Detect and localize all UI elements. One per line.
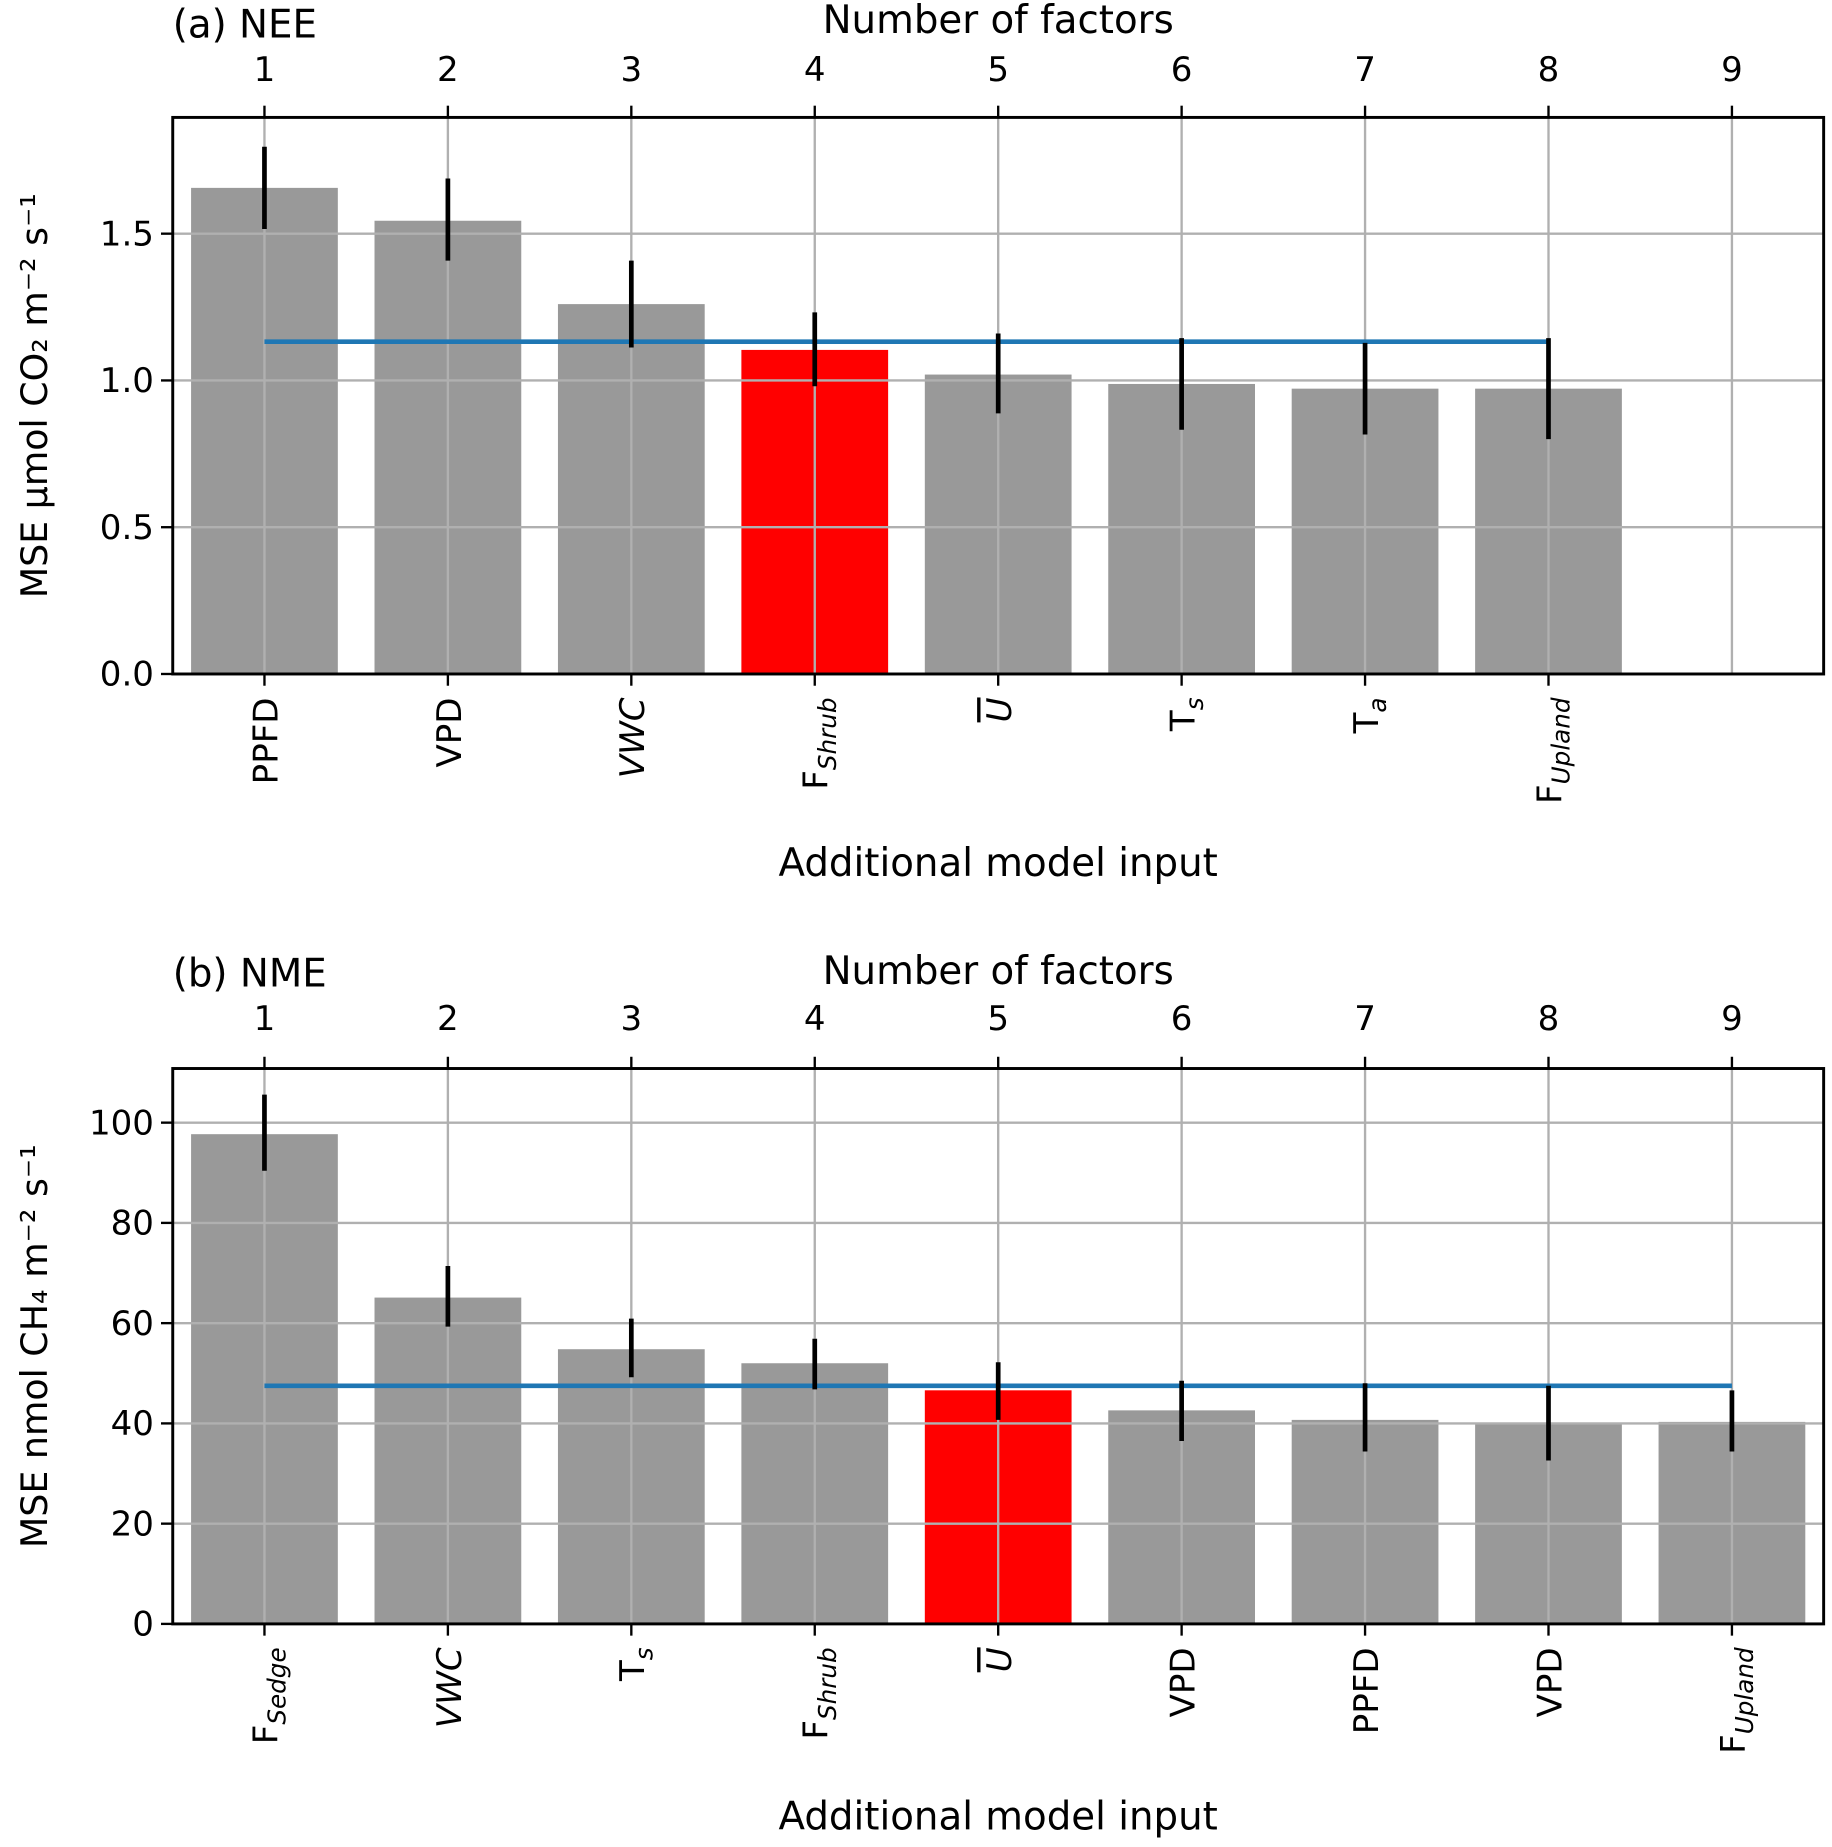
top-tick-label: 9 — [1721, 50, 1743, 90]
x-tick-label-subscript: Shrub — [813, 697, 842, 770]
x-tick-label-main: U — [980, 1647, 1020, 1672]
top-tick-label: 4 — [804, 50, 826, 90]
y-tick-label: 0 — [132, 1605, 154, 1645]
top-tick-label: 2 — [437, 50, 459, 90]
x-tick-label: FShrub — [797, 697, 842, 789]
x-tick-label-main: VPD — [1164, 1647, 1204, 1717]
x-tick-label-main: PPFD — [246, 697, 286, 784]
y-axis-label: MSE μmol CO₂ m⁻² s⁻¹ — [13, 193, 56, 598]
y-tick-label: 40 — [111, 1404, 154, 1444]
x-tick-label-subscript: s — [1180, 697, 1209, 710]
x-tick-label-main: T — [1164, 710, 1204, 732]
x-tick-label-main: PPFD — [1347, 1647, 1387, 1734]
y-tick-label: 1.5 — [100, 214, 154, 254]
x-tick-label: PPFD — [246, 697, 286, 784]
x-tick-label-subscript: Shrub — [813, 1647, 842, 1720]
y-tick-label: 0.5 — [100, 508, 154, 548]
x-tick-label: VWC — [430, 1647, 470, 1728]
y-tick-label: 60 — [111, 1304, 154, 1344]
x-tick-label: VPD — [430, 697, 470, 767]
x-tick-label: Ts — [1164, 697, 1209, 732]
y-tick-label: 20 — [111, 1504, 154, 1544]
y-tick-label: 1.0 — [100, 361, 154, 401]
x-tick-label-main: T — [613, 1660, 653, 1682]
x-tick-label-subscript: Sedge — [263, 1647, 292, 1724]
x-tick-label-subscript: Upland — [1730, 1647, 1759, 1734]
x-tick-label: U — [980, 697, 1020, 722]
top-tick-label: 2 — [437, 999, 459, 1039]
top-tick-label: 9 — [1721, 999, 1743, 1039]
x-tick-label-main: T — [1347, 712, 1387, 734]
top-axis-label: Number of factors — [823, 0, 1174, 43]
x-tick-label-main: VWC — [613, 697, 653, 778]
top-axis-label: Number of factors — [823, 949, 1174, 994]
top-tick-label: 6 — [1171, 999, 1193, 1039]
x-tick-label: VPD — [1530, 1647, 1570, 1717]
x-tick-label: Ta — [1347, 697, 1392, 734]
top-tick-label: 4 — [804, 999, 826, 1039]
x-tick-label: PPFD — [1347, 1647, 1387, 1734]
x-tick-label-main: F — [797, 770, 837, 790]
x-tick-label: VWC — [613, 697, 653, 778]
top-tick-label: 7 — [1354, 50, 1376, 90]
x-axis-label: Additional model input — [779, 841, 1218, 886]
panel-title: (a) NEE — [173, 3, 317, 48]
y-tick-label: 80 — [111, 1204, 154, 1244]
top-tick-label: 5 — [987, 50, 1009, 90]
top-tick-label: 1 — [254, 999, 276, 1039]
x-tick-label-subscript: Upland — [1547, 697, 1576, 784]
x-tick-label: FSedge — [246, 1647, 291, 1744]
x-tick-label-main: F — [1714, 1734, 1754, 1754]
x-tick-label-main: U — [980, 697, 1020, 722]
x-tick-label-subscript: a — [1363, 697, 1392, 712]
x-tick-label-main: VPD — [430, 697, 470, 767]
top-tick-label: 1 — [254, 50, 276, 90]
x-tick-label: U — [980, 1647, 1020, 1672]
top-tick-label: 3 — [620, 50, 642, 90]
x-tick-label: VPD — [1164, 1647, 1204, 1717]
x-tick-label: FShrub — [797, 1647, 842, 1739]
x-tick-label: FUpland — [1530, 697, 1575, 804]
top-tick-label: 7 — [1354, 999, 1376, 1039]
top-tick-label: 3 — [620, 999, 642, 1039]
y-axis-label: MSE nmol CH₄ m⁻² s⁻¹ — [13, 1144, 56, 1548]
x-tick-label: FUpland — [1714, 1647, 1759, 1754]
top-tick-label: 6 — [1171, 50, 1193, 90]
y-tick-label: 100 — [89, 1103, 154, 1143]
panel-title: (b) NME — [173, 951, 327, 996]
y-tick-label: 0.0 — [100, 655, 154, 695]
x-tick-label-main: VPD — [1530, 1647, 1570, 1717]
x-tick-label-main: F — [797, 1720, 837, 1740]
top-tick-label: 8 — [1538, 999, 1560, 1039]
x-tick-label-main: F — [246, 1725, 286, 1745]
top-tick-label: 5 — [987, 999, 1009, 1039]
top-tick-label: 8 — [1538, 50, 1560, 90]
x-tick-label-subscript: s — [629, 1647, 658, 1660]
x-tick-label: Ts — [613, 1647, 658, 1682]
x-axis-label: Additional model input — [779, 1794, 1218, 1839]
x-tick-label-main: VWC — [430, 1647, 470, 1728]
x-tick-label-main: F — [1530, 784, 1570, 804]
